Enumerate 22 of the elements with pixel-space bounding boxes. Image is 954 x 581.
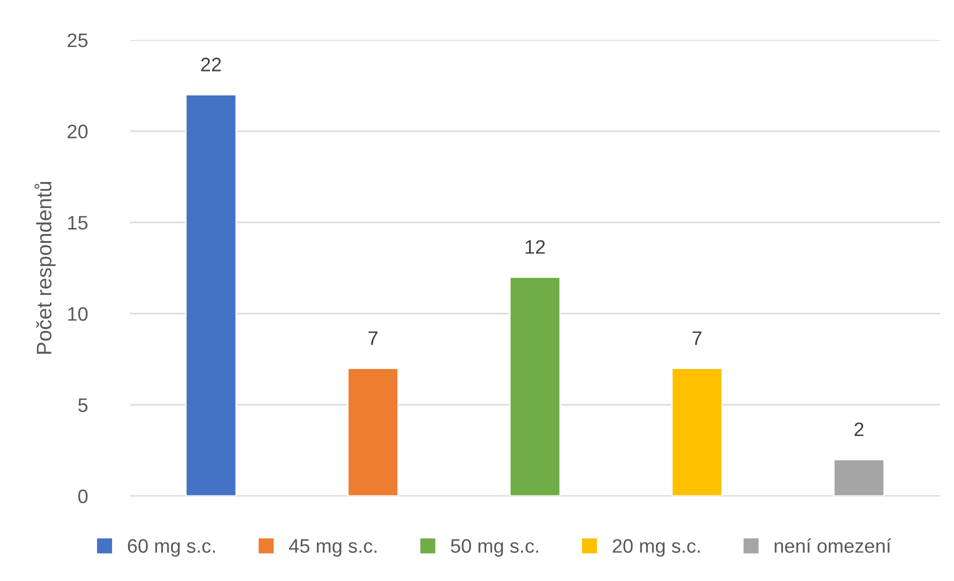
data-label: 12 [526,240,545,254]
legend-label: 20 mg s.c. [612,539,700,557]
data-label: 7 [692,331,702,345]
y-tick-label: 0 [78,489,88,504]
bar [185,94,237,496]
data-label: 2 [854,422,864,436]
bar [509,276,561,496]
bar [347,368,399,496]
y-tick-label: 25 [68,33,88,48]
legend-label: 45 mg s.c. [288,539,376,557]
legend-label: 50 mg s.c. [450,539,538,557]
y-tick-label: 5 [78,398,88,412]
legend-label: 60 mg s.c. [128,539,215,557]
y-tick-label: 10 [68,307,88,321]
y-axis-title: Počet respondentů [34,182,56,354]
bar [833,458,885,496]
legend-label: není omezení [774,538,892,553]
bar [671,368,723,496]
data-label: 22 [201,58,221,72]
data-label: 7 [368,331,378,345]
y-tick-label: 20 [68,124,88,138]
y-tick-label: 15 [68,216,88,230]
